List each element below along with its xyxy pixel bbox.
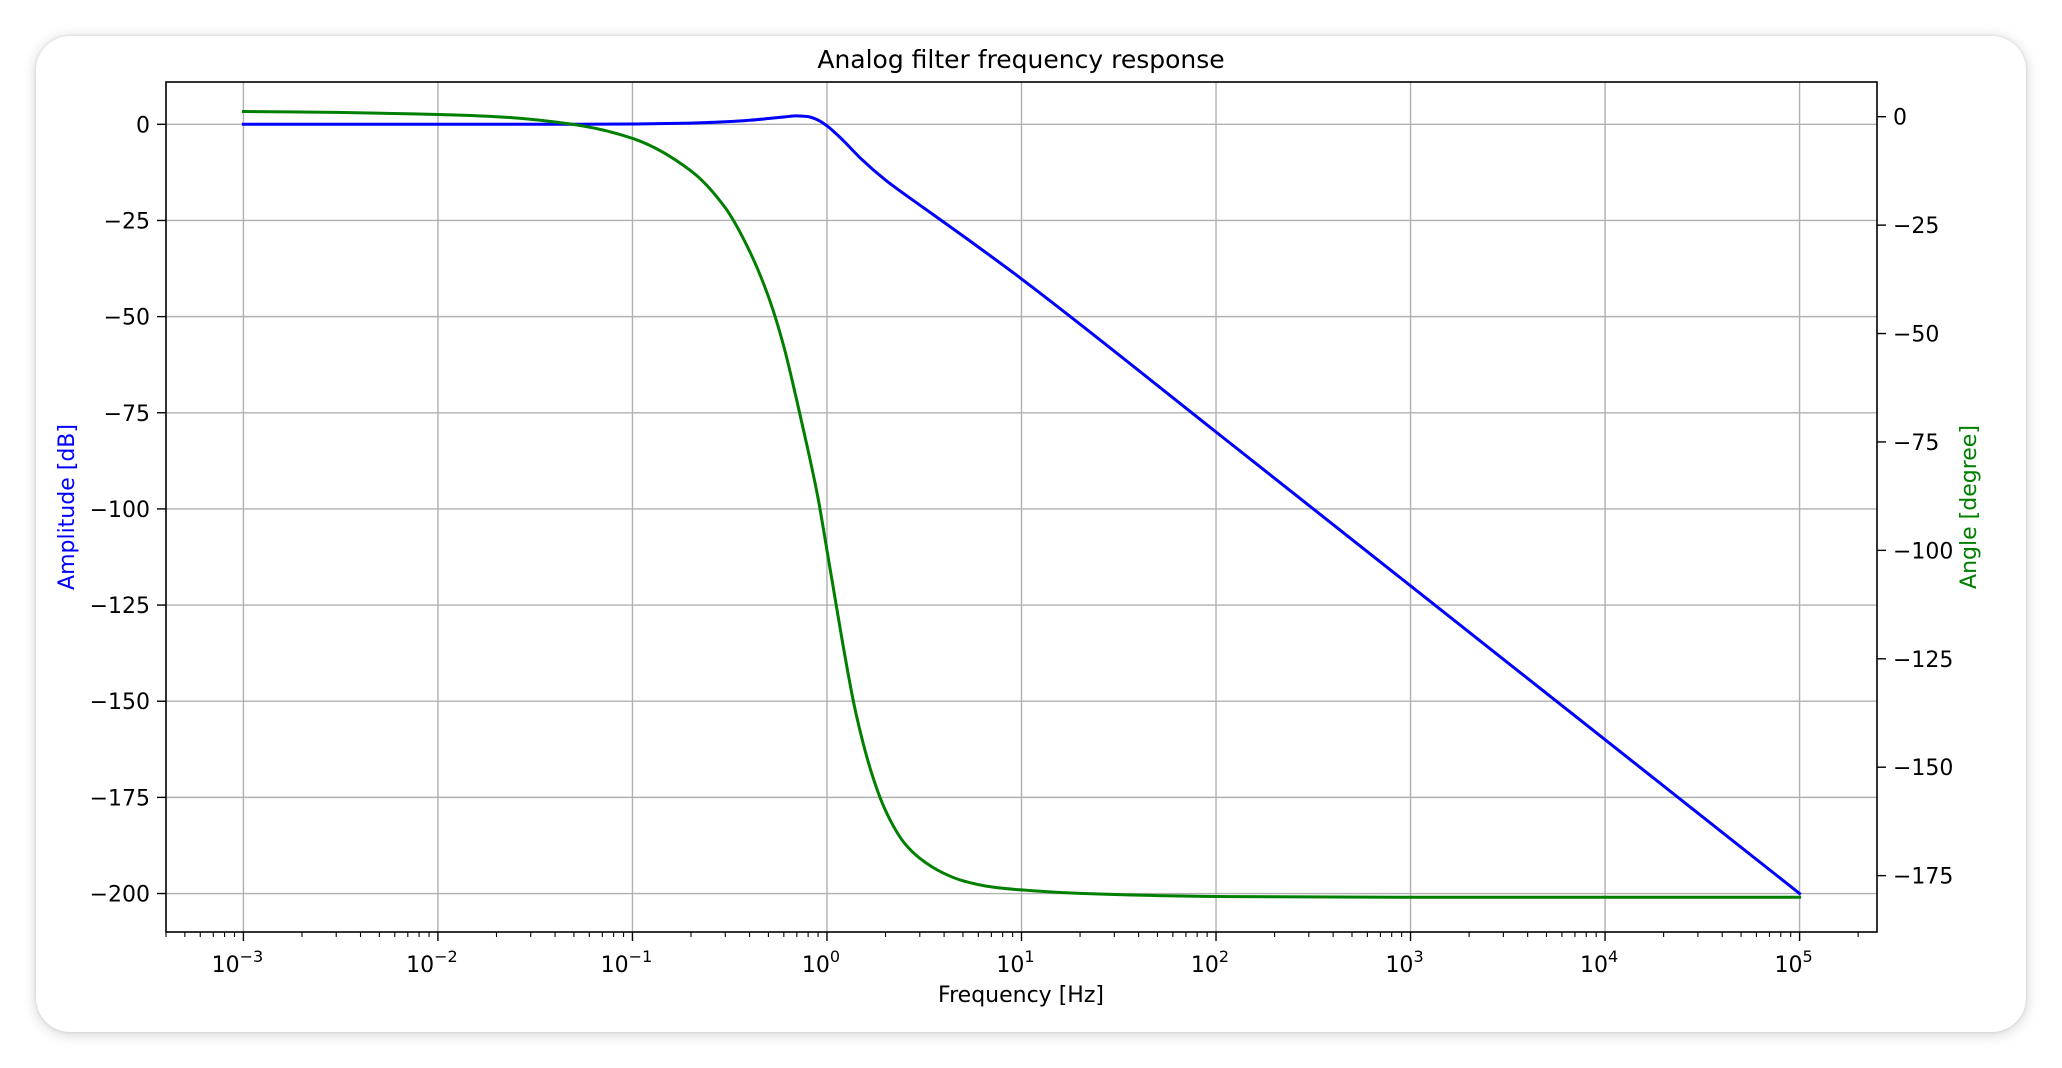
x-tick-label-exponent: −2 [434,947,458,966]
x-tick-label-base: 10 [802,953,830,978]
x-tick-label-base: 10 [1774,953,1802,978]
x-tick-label-base: 10 [996,953,1024,978]
y-left-tick-label: −150 [90,690,150,715]
y-axis-right: 0 −25 −50 −75 −100 −125 −150 −175 [1877,106,1953,890]
y-right-tick-label: −50 [1893,323,1939,348]
x-tick-label: 100 [802,947,840,978]
x-axis-label: Frequency [Hz] [938,983,1104,1008]
x-tick-label: 103 [1385,947,1423,978]
x-tick-label-exponent: 2 [1219,947,1229,966]
series-layer [241,109,1802,899]
x-tick-label-exponent: 0 [830,947,840,966]
y-left-tick-label: −50 [104,306,150,331]
x-tick-label: 101 [996,947,1034,978]
x-tick-label-exponent: 3 [1413,947,1423,966]
y-left-tick-label: −175 [90,786,150,811]
x-minor-ticks [165,932,1859,937]
y-axis-label-right: Angle [degree] [1957,425,1982,589]
y-left-tick-label: −200 [90,883,150,908]
y-right-tick-label: −175 [1893,865,1953,890]
x-tick-label: 10−1 [601,947,653,978]
y-left-tick-label: −25 [104,209,150,234]
y-right-tick-label: −125 [1893,648,1953,673]
x-tick-label-base: 10 [601,953,629,978]
x-tick-label-base: 10 [212,953,240,978]
y-right-tick-label: −25 [1893,214,1939,239]
y-right-tick-label: −75 [1893,431,1939,456]
x-tick-label-exponent: 5 [1802,947,1812,966]
amplitude-series-line [241,114,1802,896]
y-left-tick-label: −125 [90,594,150,619]
x-tick-label-base: 10 [1191,953,1219,978]
x-tick-label: 104 [1580,947,1618,978]
y-left-tick-label: −100 [90,498,150,523]
x-tick-label: 105 [1774,947,1812,978]
x-tick-label-base: 10 [1580,953,1608,978]
chart-title: Analog filter frequency response [817,45,1224,74]
x-tick-label-exponent: −1 [629,947,653,966]
x-tick-label: 102 [1191,947,1229,978]
x-tick-label-base: 10 [1385,953,1413,978]
x-tick-label: 10−2 [406,947,458,978]
y-axis-left: 0 −25 −50 −75 −100 −125 −150 −175 −200 [90,113,166,908]
x-tick-label: 10−3 [212,947,264,978]
x-axis: 10−3 10−2 10−1 100 101 102 103 104 105 [212,932,1813,978]
y-left-tick-label: 0 [136,113,150,138]
chart-card [36,36,2026,1032]
grid-lines [166,82,1877,932]
y-right-tick-label: 0 [1893,106,1907,131]
x-tick-label-base: 10 [406,953,434,978]
y-right-tick-label: −150 [1893,756,1953,781]
x-tick-label-exponent: 1 [1024,947,1034,966]
y-axis-label-left: Amplitude [dB] [55,424,80,590]
x-tick-label-exponent: 4 [1608,947,1618,966]
y-left-tick-label: −75 [104,402,150,427]
y-right-tick-label: −100 [1893,539,1953,564]
angle-series-line [241,109,1802,899]
x-tick-label-exponent: −3 [240,947,264,966]
